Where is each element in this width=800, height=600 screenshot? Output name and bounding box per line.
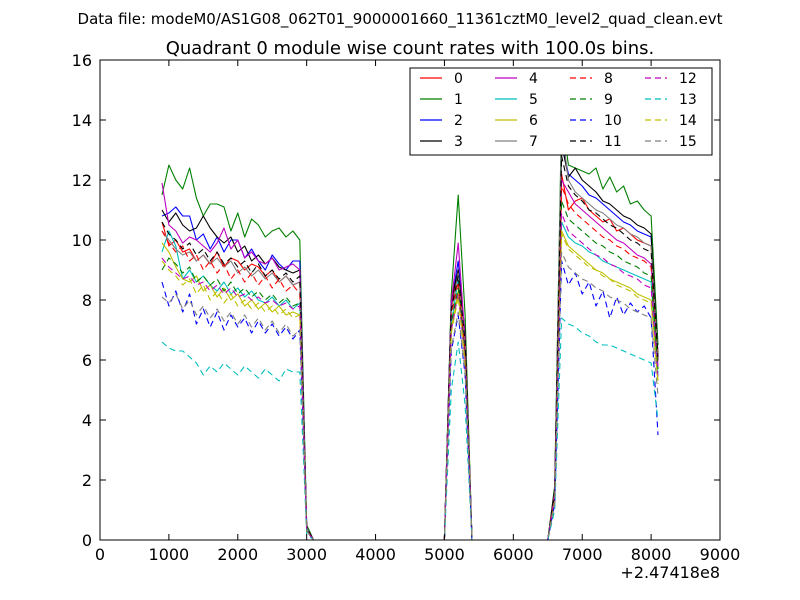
x-tick-label: 3000 bbox=[286, 545, 327, 564]
legend-label-7: 7 bbox=[529, 134, 538, 150]
y-tick-label: 2 bbox=[82, 471, 92, 490]
y-tick-label: 8 bbox=[82, 291, 92, 310]
legend-label-0: 0 bbox=[454, 71, 463, 87]
series-line-13 bbox=[161, 317, 659, 541]
chart-title: Quadrant 0 module wise count rates with … bbox=[166, 38, 655, 59]
legend-label-9: 9 bbox=[604, 92, 613, 108]
x-tick-label: 5000 bbox=[424, 545, 465, 564]
x-tick-label: 9000 bbox=[700, 545, 741, 564]
series-line-8 bbox=[161, 185, 659, 541]
x-tick-label: 7000 bbox=[562, 545, 603, 564]
legend-label-6: 6 bbox=[529, 113, 538, 129]
x-tick-label: 8000 bbox=[631, 545, 672, 564]
legend-frame bbox=[409, 67, 713, 156]
y-tick-label: 12 bbox=[72, 171, 92, 190]
legend-label-10: 10 bbox=[604, 113, 622, 129]
x-offset-label: +2.47418e8 bbox=[620, 563, 720, 582]
series-line-4 bbox=[161, 179, 659, 541]
legend-label-12: 12 bbox=[679, 71, 697, 87]
y-tick-label: 6 bbox=[82, 351, 92, 370]
suptitle: Data file: modeM0/AS1G08_062T01_90000016… bbox=[78, 10, 723, 29]
legend-label-14: 14 bbox=[679, 113, 697, 129]
y-tick-label: 14 bbox=[72, 111, 92, 130]
legend-label-4: 4 bbox=[529, 71, 538, 87]
series-line-15 bbox=[161, 251, 659, 541]
x-tick-label: 1000 bbox=[149, 545, 190, 564]
series-line-11 bbox=[161, 155, 659, 541]
legend-label-13: 13 bbox=[679, 92, 697, 108]
series-line-12 bbox=[161, 212, 659, 541]
y-tick-label: 4 bbox=[82, 411, 92, 430]
x-tick-label: 2000 bbox=[217, 545, 258, 564]
series-line-9 bbox=[161, 200, 659, 541]
legend-label-15: 15 bbox=[679, 134, 697, 150]
x-tick-label: 0 bbox=[95, 545, 105, 564]
x-axis: 0 1000 2000 3000 4000 5000 6000 7000 8000 9000 bbox=[95, 60, 740, 564]
plot-series bbox=[161, 113, 659, 541]
series-line-1 bbox=[161, 113, 659, 541]
legend-label-3: 3 bbox=[454, 134, 463, 150]
legend-label-1: 1 bbox=[454, 92, 463, 108]
series-line-0 bbox=[161, 173, 659, 541]
legend-label-8: 8 bbox=[604, 71, 613, 87]
legend-label-2: 2 bbox=[454, 113, 463, 129]
legend-label-5: 5 bbox=[529, 92, 538, 108]
series-line-6 bbox=[161, 230, 659, 541]
legend-label-11: 11 bbox=[604, 134, 622, 150]
x-tick-label: 4000 bbox=[355, 545, 396, 564]
y-tick-label: 16 bbox=[72, 51, 92, 70]
y-tick-label: 10 bbox=[72, 231, 92, 250]
y-tick-label: 0 bbox=[82, 531, 92, 550]
series-line-14 bbox=[161, 233, 659, 541]
x-tick-label: 6000 bbox=[493, 545, 534, 564]
